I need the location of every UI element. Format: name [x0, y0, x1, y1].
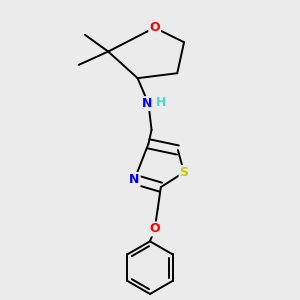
Text: S: S	[180, 166, 189, 179]
Text: H: H	[156, 95, 167, 109]
Text: O: O	[149, 21, 160, 34]
Text: O: O	[149, 222, 160, 236]
Text: N: N	[129, 173, 140, 186]
Text: N: N	[142, 97, 152, 110]
